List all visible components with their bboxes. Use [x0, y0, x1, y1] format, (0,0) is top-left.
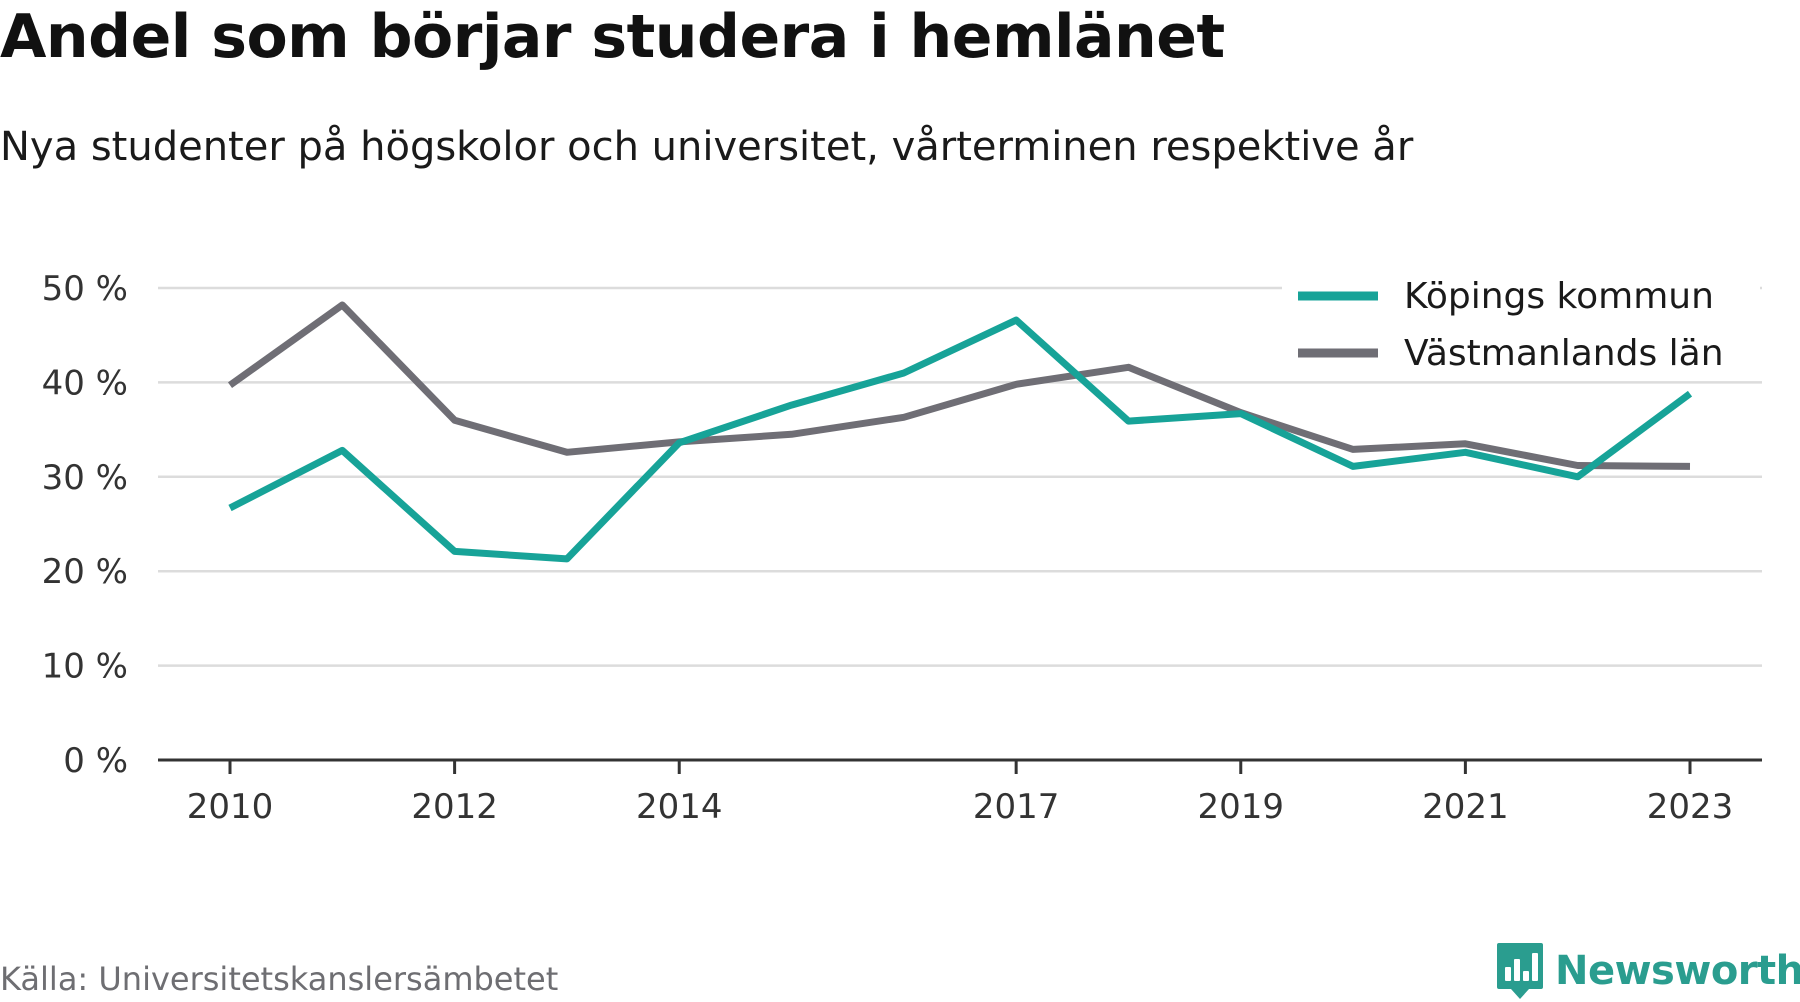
- x-tick-label: 2021: [1422, 787, 1509, 827]
- x-axis: 2010 2012 2014 2017 2019 2021 2023: [158, 758, 1762, 827]
- y-tick-label: 20 %: [42, 552, 128, 592]
- series-line: [227, 301, 1691, 470]
- legend-label: Västmanlands län: [1404, 333, 1724, 374]
- legend-label: Köpings kommun: [1404, 276, 1714, 317]
- x-tick-label: 2019: [1198, 787, 1285, 827]
- x-tick-label: 2023: [1647, 787, 1734, 827]
- x-tick-label: 2017: [973, 787, 1060, 827]
- newsworthy-logo-icon: [1497, 943, 1543, 999]
- y-tick-label: 10 %: [42, 647, 128, 687]
- line-chart: 0 % 10 % 20 % 30 % 40 % 50 % 2010 2012 2014 2017…: [42, 268, 1762, 827]
- y-tick-label: 50 %: [42, 269, 128, 309]
- x-tick-label: 2012: [411, 787, 498, 827]
- chart-title: Andel som börjar studera i hemlänet: [0, 2, 1225, 72]
- x-tick-label: 2010: [187, 787, 274, 827]
- y-axis-ticks: 0 % 10 % 20 % 30 % 40 % 50 %: [42, 269, 128, 781]
- series-line: [228, 316, 1693, 563]
- y-tick-label: 0 %: [63, 741, 128, 781]
- legend-background: [1282, 268, 1760, 380]
- chart-subtitle: Nya studenter på högskolor och universit…: [0, 124, 1414, 170]
- y-tick-label: 30 %: [42, 458, 128, 498]
- brand-name: Newsworthy: [1555, 948, 1800, 994]
- y-tick-label: 40 %: [42, 363, 128, 403]
- x-tick-label: 2014: [636, 787, 723, 827]
- series-lines: [227, 301, 1693, 563]
- legend: Köpings kommun Västmanlands län: [1282, 268, 1760, 380]
- source-note: Källa: Universitetskanslersämbetet: [0, 960, 559, 998]
- brand-logo: Newsworthy: [1495, 940, 1800, 1002]
